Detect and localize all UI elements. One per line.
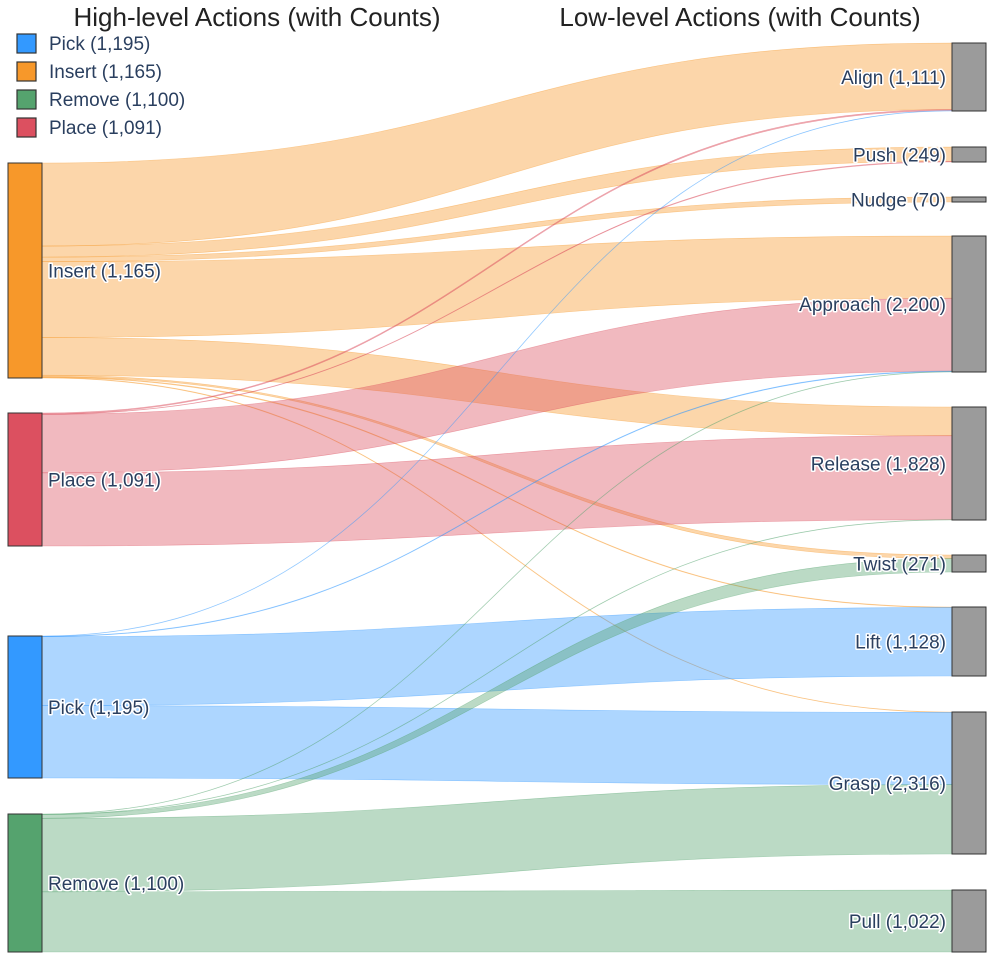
node-lift[interactable] — [951, 606, 987, 677]
node-label-place: Place (1,091) — [48, 471, 161, 492]
node-push[interactable] — [951, 146, 987, 163]
right-column-title: Low-level Actions (with Counts) — [559, 2, 920, 32]
link-pick-to-grasp[interactable] — [41, 705, 953, 785]
legend-label-remove: Remove (1,100) — [49, 90, 185, 111]
node-grasp[interactable] — [951, 711, 987, 855]
legend-label-pick: Pick (1,195) — [49, 34, 150, 55]
node-label-release: Release (1,828) — [811, 455, 946, 476]
node-remove[interactable] — [7, 813, 43, 953]
legend-label-insert: Insert (1,165) — [49, 62, 162, 83]
link-remove-to-pull[interactable] — [41, 889, 953, 953]
node-label-push: Push (249) — [853, 146, 946, 167]
left-column-title: High-level Actions (with Counts) — [73, 2, 440, 32]
legend-swatch-remove[interactable] — [16, 89, 37, 110]
flow-links — [41, 42, 953, 953]
legend-swatch-place[interactable] — [16, 117, 37, 138]
node-label-grasp: Grasp (2,316) — [829, 774, 946, 795]
link-insert-to-align[interactable] — [41, 42, 953, 247]
node-label-pull: Pull (1,022) — [849, 912, 946, 933]
node-label-align: Align (1,111) — [841, 68, 946, 89]
node-label-pick: Pick (1,195) — [48, 698, 149, 719]
node-align[interactable] — [951, 42, 987, 112]
node-approach[interactable] — [951, 235, 987, 373]
node-label-remove: Remove (1,100) — [48, 874, 184, 895]
node-label-approach: Approach (2,200) — [799, 295, 946, 316]
node-pull[interactable] — [951, 889, 987, 953]
node-pick[interactable] — [7, 635, 43, 779]
node-release[interactable] — [951, 406, 987, 521]
node-twist[interactable] — [951, 554, 987, 573]
legend-swatch-pick[interactable] — [16, 33, 37, 54]
node-nudge[interactable] — [951, 196, 987, 203]
node-label-twist: Twist (271) — [853, 555, 946, 576]
node-label-insert: Insert (1,165) — [48, 262, 161, 283]
node-insert[interactable] — [7, 162, 43, 379]
legend-label-place: Place (1,091) — [49, 118, 162, 139]
legend: Pick (1,195) Insert (1,165) Remove (1,100)… — [16, 33, 185, 139]
nodes: Insert (1,165) Place (1,091) Pick (1,195) R… — [7, 42, 987, 953]
node-label-nudge: Nudge (70) — [851, 191, 946, 212]
node-label-lift: Lift (1,128) — [855, 633, 946, 654]
legend-swatch-insert[interactable] — [16, 61, 37, 82]
node-place[interactable] — [7, 412, 43, 547]
